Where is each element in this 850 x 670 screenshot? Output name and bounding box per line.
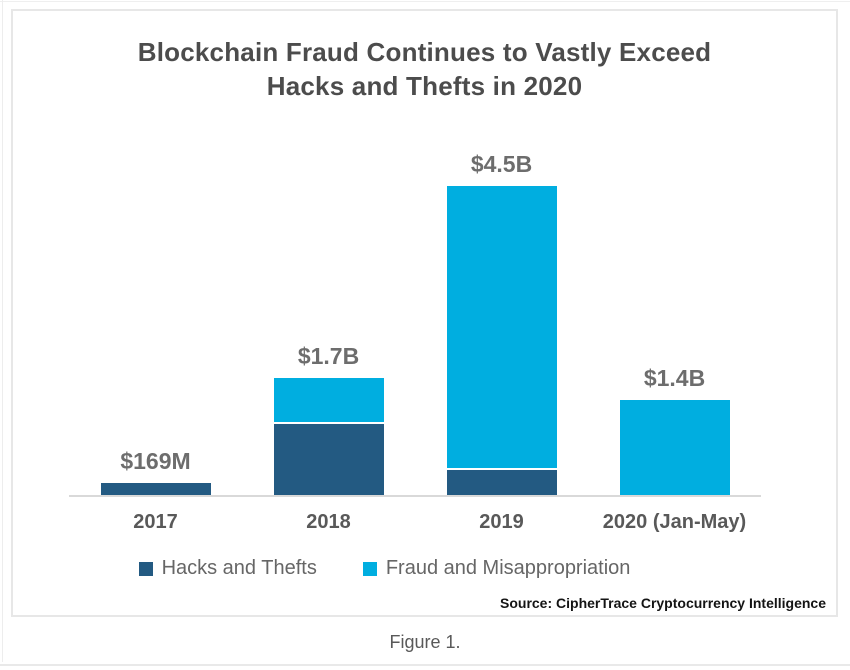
- bar-stack-2020: [619, 400, 730, 495]
- x-tick-2020: 2020 (Jan-May): [602, 511, 747, 533]
- legend-swatch-fraud-icon: [362, 561, 377, 576]
- bar-segment: [273, 378, 384, 422]
- bar-stack-2017: [100, 483, 211, 495]
- legend-item-hacks: Hacks and Thefts: [138, 557, 317, 580]
- figure-caption: Figure 1.: [389, 632, 461, 652]
- total-label-2020: $1.4B: [643, 365, 706, 391]
- bar-segment: [446, 186, 557, 468]
- x-tick-2017: 2017: [133, 511, 178, 533]
- bar-column-2020: $1.4B: [588, 141, 761, 495]
- chart-title-line-2: Hacks and Thefts in 2020: [266, 71, 583, 101]
- bar-column-2019: $4.5B: [415, 141, 588, 495]
- bar-segment: [619, 400, 730, 495]
- chart-panel: Blockchain Fraud Continues to Vastly Exc…: [11, 9, 838, 617]
- bar-stack-2018: [273, 378, 384, 495]
- total-label-2018: $1.7B: [297, 343, 360, 369]
- chart-title: Blockchain Fraud Continues to Vastly Exc…: [13, 35, 836, 103]
- page-left-divider: [2, 0, 3, 662]
- x-axis-labels: 2017 2018 2019 2020 (Jan-May): [69, 511, 761, 534]
- page-bottom-divider: [0, 664, 850, 666]
- x-tick-2018: 2018: [306, 511, 351, 533]
- total-label-2017: $169M: [120, 448, 191, 474]
- legend-item-fraud: Fraud and Misappropriation: [362, 557, 631, 580]
- x-tick-2019: 2019: [479, 511, 524, 533]
- legend-swatch-hacks-icon: [138, 561, 153, 576]
- plot-area: $169M $1.7B $4.5B $1.4B: [69, 141, 761, 497]
- chart-title-line-1: Blockchain Fraud Continues to Vastly Exc…: [137, 37, 712, 67]
- source-attribution: Source: CipherTrace Cryptocurrency Intel…: [500, 595, 826, 611]
- chart-legend: Hacks and Thefts Fraud and Misappropriat…: [0, 557, 796, 580]
- bar-segment: [273, 424, 384, 495]
- bar-stack-2019: [446, 186, 557, 495]
- legend-label-fraud: Fraud and Misappropriation: [385, 557, 631, 579]
- total-label-2019: $4.5B: [470, 151, 533, 177]
- page-top-divider: [0, 1, 850, 2]
- bar-column-2018: $1.7B: [242, 141, 415, 495]
- bar-segment: [100, 483, 211, 495]
- bar-column-2017: $169M: [69, 141, 242, 495]
- bar-segment: [446, 470, 557, 495]
- legend-label-hacks: Hacks and Thefts: [161, 557, 317, 579]
